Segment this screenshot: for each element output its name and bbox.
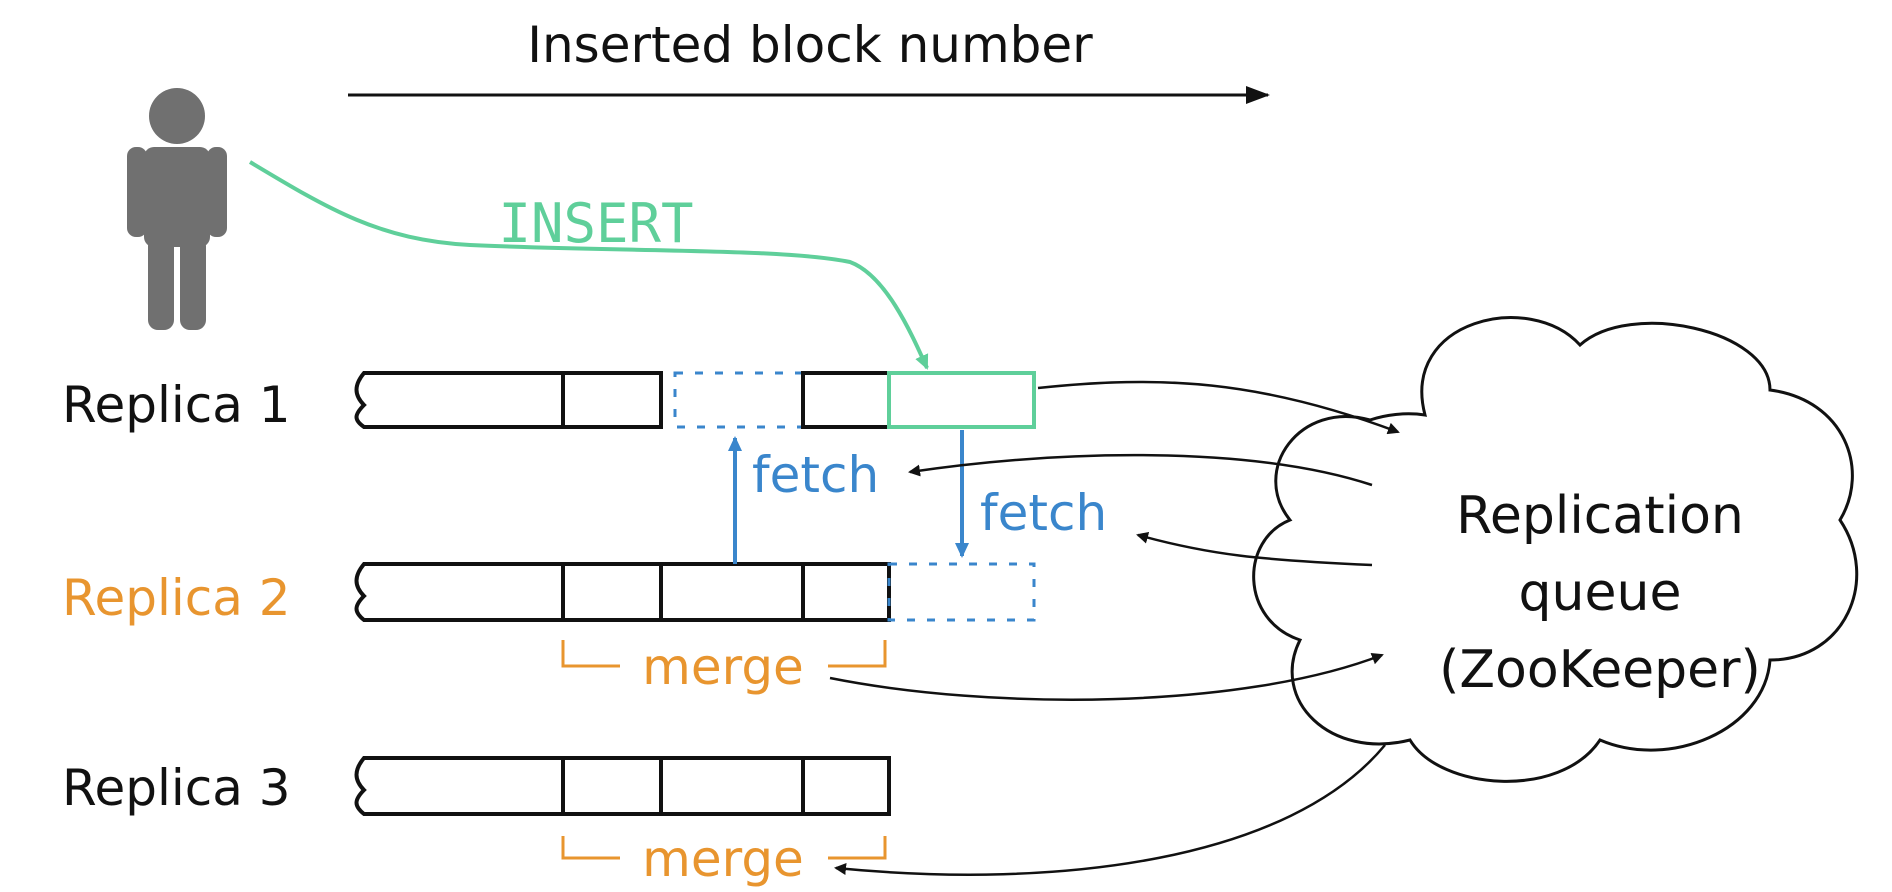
part-block bbox=[354, 562, 565, 622]
missing-part-block bbox=[887, 562, 1036, 622]
part-block bbox=[659, 562, 805, 622]
queue-to-fetch2-arrow bbox=[1136, 531, 1373, 567]
zookeeper-cloud bbox=[1252, 316, 1859, 783]
user-icon bbox=[127, 88, 227, 330]
merge-label-1: merge bbox=[642, 638, 804, 696]
zookeeper-line-3: (ZooKeeper) bbox=[1439, 640, 1761, 700]
merge-bracket-3-left bbox=[561, 836, 620, 860]
inserted-part-block bbox=[887, 371, 1036, 429]
part-block bbox=[801, 371, 891, 429]
replica-2-label: Replica 2 bbox=[62, 569, 291, 627]
part-block bbox=[561, 562, 663, 622]
replica-1-parts bbox=[354, 371, 1036, 429]
replica-3-parts bbox=[354, 756, 891, 816]
insert-label: INSERT bbox=[498, 192, 693, 255]
merge-bracket-2-right bbox=[828, 640, 887, 668]
insert-to-queue-arrow bbox=[1037, 380, 1400, 435]
merge-label-2: merge bbox=[642, 830, 804, 888]
merge-bracket-3-right bbox=[828, 836, 887, 860]
replica-2-parts bbox=[354, 562, 1036, 622]
part-block bbox=[801, 756, 891, 816]
axis-label: Inserted block number bbox=[527, 16, 1093, 74]
zookeeper-line-1: Replication bbox=[1456, 486, 1744, 546]
part-block bbox=[801, 562, 891, 622]
merge-to-queue-arrow bbox=[829, 653, 1384, 701]
insert-arrow bbox=[248, 160, 929, 370]
fetch-label-1: fetch bbox=[752, 446, 879, 504]
part-block bbox=[354, 756, 565, 816]
queue-to-merge3-arrow bbox=[834, 744, 1386, 876]
part-block bbox=[659, 756, 805, 816]
missing-part-block bbox=[673, 371, 805, 429]
part-block bbox=[354, 371, 565, 429]
queue-to-fetch1-arrow bbox=[908, 453, 1373, 487]
fetch-label-2: fetch bbox=[980, 484, 1107, 542]
replica-3-label: Replica 3 bbox=[62, 759, 291, 817]
replica-1-label: Replica 1 bbox=[62, 376, 291, 434]
part-block bbox=[561, 371, 663, 429]
zookeeper-line-2: queue bbox=[1519, 563, 1682, 623]
part-block bbox=[561, 756, 663, 816]
merge-bracket-2-left bbox=[561, 640, 620, 668]
